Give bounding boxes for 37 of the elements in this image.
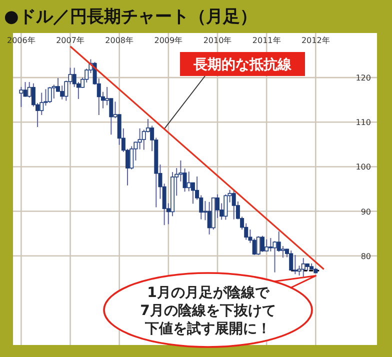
candlestick — [256, 236, 260, 256]
candlestick — [23, 82, 28, 98]
y-tick-label: 80 — [360, 252, 371, 261]
annotation: 長期的な抵抗線 — [164, 52, 305, 130]
x-tick-label: 2011年 — [252, 36, 281, 45]
y-tick-label: 110 — [356, 118, 371, 128]
y-tick-label: 120 — [356, 74, 371, 83]
candlestick — [207, 201, 212, 235]
annotation: 1月の月足が陰線で — [147, 285, 270, 301]
annotation: 長期的な抵抗線 — [192, 57, 292, 73]
candlestick — [186, 171, 191, 192]
annotation: 下値を試す展開に！ — [145, 321, 271, 337]
y-tick-label: 100 — [356, 162, 371, 172]
candlestick — [272, 240, 277, 273]
y-tick-label: 90 — [360, 207, 371, 216]
candlestick — [60, 85, 64, 100]
candlestick — [48, 86, 52, 104]
x-tick-label: 2008年 — [105, 36, 134, 45]
candlestick — [19, 86, 24, 108]
x-tick-label: 2012年 — [301, 36, 330, 45]
candlestick — [293, 254, 298, 275]
candlestick — [252, 238, 256, 256]
candlestick — [260, 235, 264, 252]
x-tick-label: 2009年 — [154, 36, 183, 45]
annotation: 7月の陰線を下抜けて — [140, 303, 276, 319]
candlestick — [224, 194, 228, 220]
x-tick-label: 2010年 — [203, 36, 232, 45]
candlestick — [268, 238, 273, 252]
candlestick — [182, 168, 187, 192]
candlestick — [232, 188, 236, 220]
candlestick — [138, 128, 142, 150]
x-tick-label: 2007年 — [56, 36, 84, 45]
candlestick — [280, 246, 285, 258]
candlestick — [52, 84, 56, 100]
candlestick — [264, 238, 269, 252]
chart-title: ●ドル／円長期チャート（月足） — [4, 7, 257, 27]
candlestick — [289, 250, 294, 272]
